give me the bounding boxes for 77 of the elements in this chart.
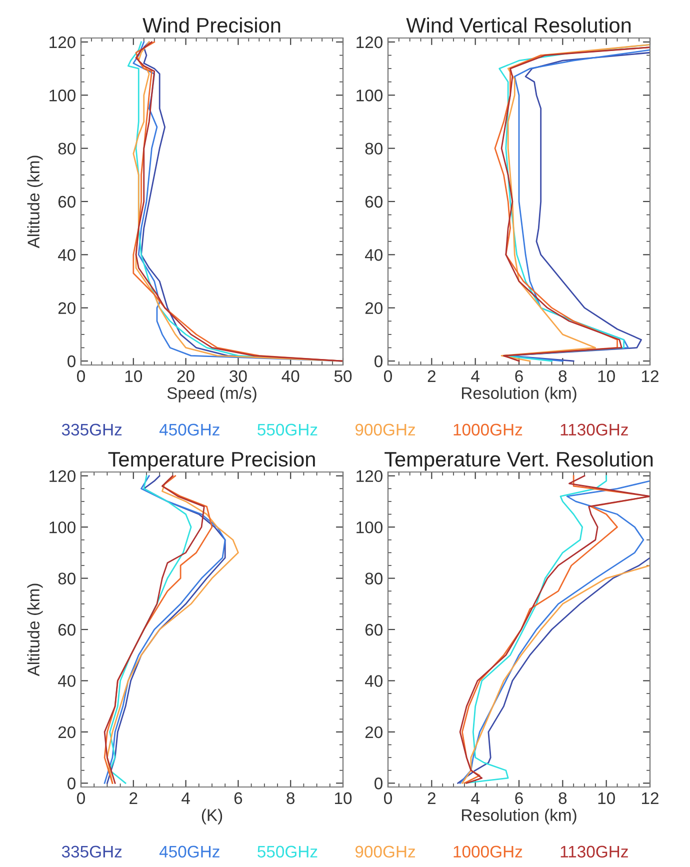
- x-tick-label: 8: [286, 792, 295, 804]
- chart-title: Wind Precision: [142, 17, 280, 33]
- text: 450GHz: [159, 424, 220, 436]
- x-axis-title: Resolution (km): [462, 808, 576, 824]
- x-tick-label: 0: [77, 792, 85, 804]
- x-tick-label: 4: [182, 792, 190, 804]
- y-tick-label: 120: [356, 36, 382, 48]
- x-tick-label: 6: [515, 792, 523, 804]
- x-tick-label: 2: [428, 792, 436, 804]
- text: 1000GHz: [454, 424, 522, 436]
- x-tick-label: 8: [558, 370, 567, 382]
- y-tick-label: 60: [58, 196, 76, 208]
- x-tick-label: 20: [177, 370, 194, 382]
- chart-title: Temperature Precision: [108, 451, 315, 471]
- text: 1130GHz: [560, 846, 628, 858]
- x-tick-label: 2: [428, 370, 436, 382]
- x-tick-label: 50: [334, 370, 352, 382]
- text: 1130GHz: [560, 424, 628, 436]
- y-tick-label: 120: [50, 470, 76, 482]
- y-tick-label: 0: [374, 355, 382, 368]
- text: 900GHz: [355, 846, 415, 858]
- text: 1000GHz: [454, 846, 522, 858]
- line-series: [464, 475, 608, 784]
- y-axis-title: Altitude (km): [27, 156, 43, 248]
- y-axis-title: Altitude (km): [27, 584, 43, 676]
- x-tick-label: 2: [130, 792, 138, 804]
- x-tick-label: 10: [335, 792, 352, 804]
- y-tick-label: 0: [68, 355, 76, 368]
- y-tick-label: 100: [50, 521, 76, 534]
- x-tick-label: 12: [642, 370, 658, 382]
- y-tick-label: 40: [58, 675, 76, 687]
- x-tick-label: 8: [558, 792, 567, 804]
- y-tick-label: 40: [364, 675, 382, 687]
- y-tick-label: 60: [58, 624, 76, 636]
- y-tick-label: 80: [58, 572, 76, 584]
- x-tick-label: 4: [471, 792, 480, 804]
- x-tick-label: 10: [125, 370, 142, 382]
- y-tick-label: 40: [58, 249, 76, 261]
- x-axis-title: Speed (m/s): [167, 386, 256, 402]
- y-tick-label: 0: [374, 778, 382, 790]
- y-tick-label: 20: [58, 726, 76, 738]
- y-tick-label: 60: [365, 624, 382, 636]
- chart-title: Wind Vertical Resolution: [406, 17, 631, 33]
- x-tick-label: 0: [77, 370, 85, 382]
- text: 335GHz: [62, 846, 122, 858]
- x-tick-label: 4: [471, 370, 480, 382]
- y-tick-label: 20: [365, 726, 382, 738]
- x-tick-label: 30: [230, 370, 247, 382]
- x-tick-label: 10: [598, 370, 615, 382]
- text: 450GHz: [159, 846, 220, 858]
- y-tick-label: 100: [356, 90, 382, 102]
- y-tick-label: 80: [58, 142, 76, 155]
- y-tick-label: 40: [364, 249, 382, 261]
- x-axis-title: (K): [202, 808, 222, 824]
- text: 550GHz: [258, 424, 318, 436]
- y-tick-label: 80: [365, 572, 382, 584]
- chart-title: Temperature Vert. Resolution: [384, 451, 653, 471]
- y-tick-label: 60: [365, 196, 382, 208]
- x-tick-label: 6: [234, 792, 242, 804]
- y-tick-label: 120: [50, 36, 76, 48]
- y-tick-label: 120: [356, 470, 382, 482]
- x-tick-label: 0: [384, 792, 392, 804]
- x-tick-label: 10: [598, 792, 615, 804]
- x-tick-label: 6: [515, 370, 523, 382]
- y-tick-label: 100: [50, 90, 76, 102]
- y-tick-label: 100: [356, 521, 382, 534]
- text: 335GHz: [62, 424, 122, 436]
- x-tick-label: 40: [282, 370, 300, 382]
- y-tick-label: 0: [68, 778, 76, 790]
- text: 900GHz: [355, 424, 415, 436]
- y-tick-label: 80: [365, 142, 382, 155]
- y-tick-label: 20: [365, 302, 382, 314]
- text: 550GHz: [258, 846, 318, 858]
- y-tick-label: 20: [58, 302, 76, 314]
- x-axis-title: Resolution (km): [462, 386, 576, 402]
- x-tick-label: 12: [642, 792, 658, 804]
- x-tick-label: 0: [384, 370, 392, 382]
